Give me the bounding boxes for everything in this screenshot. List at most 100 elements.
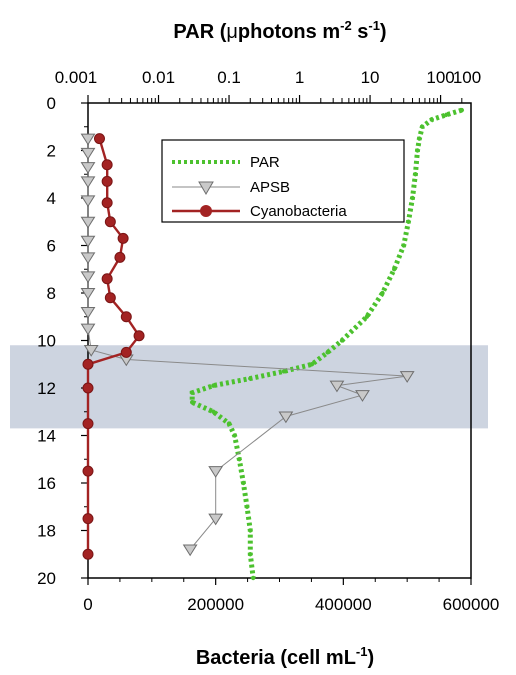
par-data-point (248, 376, 253, 381)
cyanobacteria-data-point (93, 133, 105, 145)
par-data-point (189, 390, 195, 395)
par-data-point (241, 480, 246, 486)
par-data-point (459, 107, 465, 113)
y-tick-label: 8 (47, 284, 56, 303)
par-data-point (248, 552, 253, 557)
par-data-point (420, 124, 425, 129)
apsb-data-point (399, 371, 415, 383)
apsb-data-point (80, 147, 96, 160)
x-bottom-tick-label: 200000 (187, 595, 244, 614)
cyanobacteria-data-point (120, 311, 132, 323)
apsb-data-point (80, 235, 96, 248)
par-data-point (309, 362, 315, 367)
y-tick-label: 2 (47, 142, 56, 161)
par-data-point (211, 383, 216, 388)
apsb-data-point (80, 216, 96, 229)
par-series-line (189, 107, 463, 579)
apsb-data-point (355, 390, 370, 402)
apsb-data-point (80, 287, 96, 300)
apsb-data-point (80, 271, 96, 284)
apsb-data-point (278, 411, 294, 424)
par-data-point (244, 504, 250, 509)
cyanobacteria-data-point (101, 197, 113, 209)
apsb-data-point (80, 162, 96, 174)
par-data-point (237, 457, 242, 462)
cyanobacteria-data-point (82, 465, 94, 477)
apsb-data-point (80, 176, 96, 189)
cyanobacteria-data-point (82, 548, 94, 560)
apsb-data-point (80, 252, 96, 265)
cyanobacteria-data-point (82, 382, 94, 394)
apsb-data-point (80, 195, 96, 208)
legend-apsb-marker (198, 181, 214, 195)
tick-labels: 0 2 4 6 8 10 12 14 16 18 20 0 200000 400000 600000 0.00… (37, 68, 499, 614)
x-top-tick-label: 100 (453, 68, 481, 87)
legend: PAR APSB Cyanobacteria (161, 139, 405, 223)
apsb-data-point (80, 133, 96, 146)
legend-cyanobacteria-marker (200, 205, 212, 217)
y-tick-label: 16 (37, 474, 56, 493)
apsb-data-point (208, 466, 224, 478)
x-top-tick-label: 100 (426, 68, 454, 87)
y-tick-label: 10 (37, 332, 56, 351)
apsb-data-point (182, 544, 198, 557)
apsb-data-point (208, 513, 224, 526)
cyanobacteria-data-point (133, 330, 145, 342)
cyanobacteria-data-point (101, 175, 113, 187)
par-data-point (429, 117, 434, 122)
legend-label: PAR (250, 154, 280, 171)
par-data-point (413, 172, 418, 177)
cyanobacteria-data-point (120, 346, 132, 358)
par-data-point (281, 369, 287, 374)
x-bottom-tick-label: 400000 (315, 595, 372, 614)
par-data-point (443, 112, 449, 118)
par-data-point (232, 433, 237, 438)
par-data-point (339, 338, 345, 343)
y-tick-label: 18 (37, 522, 56, 541)
cyanobacteria-data-point (114, 251, 126, 263)
y-tick-label: 14 (37, 427, 56, 446)
par-data-point (248, 528, 253, 533)
x-top-tick-label: 10 (361, 68, 380, 87)
cyanobacteria-data-point (82, 358, 94, 370)
y-tick-label: 0 (47, 94, 56, 113)
par-data-point (410, 195, 415, 201)
cyanobacteria-data-point (104, 292, 116, 304)
x-bottom-tick-label: 600000 (443, 595, 500, 614)
top-axis-title: PAR (μphotons m-2 s-1) (173, 18, 386, 43)
x-top-tick-label: 0.001 (55, 68, 98, 87)
x-top-tick-label: 0.1 (217, 68, 241, 87)
apsb-data-point (329, 380, 345, 393)
x-top-tick-label: 1 (295, 68, 304, 87)
legend-label: Cyanobacteria (250, 203, 347, 220)
legend-label: APSB (250, 179, 290, 196)
cyanobacteria-data-point (101, 273, 113, 285)
series-layer (80, 107, 465, 581)
cyanobacteria-data-point (104, 216, 116, 228)
y-tick-label: 20 (37, 569, 56, 588)
y-tick-label: 12 (37, 379, 56, 398)
par-data-point (189, 400, 195, 405)
par-data-point (380, 290, 385, 296)
par-data-point (406, 219, 411, 224)
cyanobacteria-data-point (101, 159, 113, 171)
cyanobacteria-data-point (82, 418, 94, 430)
bottom-axis-title: Bacteria (cell mL-1) (196, 644, 374, 669)
par-data-point (226, 421, 232, 426)
apsb-data-point (80, 306, 96, 319)
par-data-point (325, 350, 330, 355)
par-data-point (417, 136, 422, 141)
apsb-data-point (80, 323, 96, 336)
apsb-data-point (83, 344, 99, 357)
x-bottom-tick-label: 0 (83, 595, 92, 614)
shaded-depth-band (10, 345, 488, 429)
par-data-point (250, 575, 256, 581)
par-data-point (415, 148, 420, 153)
par-data-point (401, 243, 406, 248)
par-data-point (392, 267, 397, 272)
x-top-tick-label: 0.01 (142, 68, 175, 87)
y-tick-label: 6 (47, 237, 56, 256)
cyanobacteria-data-point (82, 513, 94, 525)
cyanobacteria-data-point (117, 232, 129, 244)
